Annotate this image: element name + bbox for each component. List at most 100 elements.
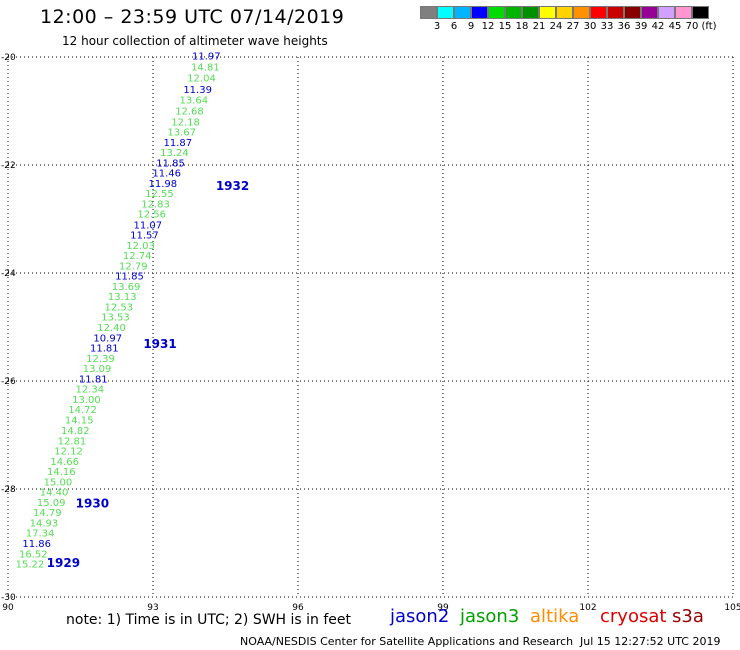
wave-height-value: 12.83 [141, 199, 170, 210]
wave-height-color-scale: 3 6 9 12 15 18 21 24 27 30 33 36 39 42 45 70 (ft) [420, 6, 717, 33]
wave-height-value: 11.85 [115, 272, 144, 283]
footer-credit: NOAA/NESDIS Center for Satellite Applica… [240, 635, 574, 648]
scale-label: 36 [617, 21, 631, 32]
lon-tick-label: 93 [147, 603, 158, 613]
wave-height-value: 14.81 [191, 63, 220, 74]
lon-tick-label: 90 [2, 603, 14, 613]
footer-note: note: 1) Time is in UTC; 2) SWH is in fe… [66, 612, 352, 628]
scale-swatch [522, 6, 539, 19]
scale-label: 42 [651, 21, 665, 32]
scale-label: 15 [498, 21, 512, 32]
scale-swatch [488, 6, 505, 19]
wave-height-value: 13.13 [108, 292, 137, 303]
scale-swatch [437, 6, 454, 19]
wave-height-value: 13.24 [160, 148, 189, 159]
wave-height-value: 12.56 [137, 210, 166, 221]
lon-tick-label: 96 [292, 603, 304, 613]
scale-swatch [590, 6, 607, 19]
wave-height-value: 11.07 [134, 220, 163, 231]
wave-height-value: 11.81 [90, 344, 119, 355]
pass-number-label: 1932 [216, 179, 249, 193]
scale-label: 12 [481, 21, 495, 32]
wave-height-value: 12.40 [97, 323, 126, 334]
wave-height-value: 12.18 [171, 117, 200, 128]
lon-tick-label: 99 [437, 603, 449, 613]
lat-tick-label: -20 [1, 53, 16, 63]
wave-height-value: 11.87 [164, 138, 193, 149]
wave-height-value: 14.40 [40, 488, 69, 499]
wave-height-value: 12.55 [145, 189, 174, 200]
wave-height-value: 12.74 [123, 251, 152, 262]
wave-height-value: 13.53 [101, 313, 130, 324]
wave-height-value: 11.97 [192, 51, 221, 62]
lon-tick-label: 105 [724, 603, 740, 613]
wave-height-value: 17.34 [26, 529, 55, 540]
map-subtitle: 12 hour collection of altimeter wave hei… [62, 34, 328, 48]
pass-number-label: 1930 [76, 497, 109, 511]
satellite-legend-s3a: s3a [672, 606, 704, 627]
wave-height-value: 16.52 [19, 549, 48, 560]
wave-height-value: 11.85 [156, 158, 185, 169]
scale-label: 30 [583, 21, 597, 32]
wave-height-value: 11.39 [183, 85, 212, 96]
scale-label: 9 [467, 21, 475, 32]
scale-swatch [675, 6, 692, 19]
lat-tick-label: -28 [1, 485, 16, 495]
wave-height-value: 14.66 [50, 457, 79, 468]
wave-height-value: 15.22 [16, 560, 45, 571]
wave-height-value: 12.81 [58, 436, 87, 447]
wave-height-value: 15.00 [44, 477, 73, 488]
lat-tick-label: -22 [1, 161, 16, 171]
scale-swatch [454, 6, 471, 19]
wave-height-value: 12.39 [86, 354, 115, 365]
color-scale-swatches [420, 6, 709, 19]
scale-label: 6 [450, 21, 458, 32]
lon-tick-label: 102 [579, 603, 596, 613]
scale-swatch [624, 6, 641, 19]
pass-number-label: 1931 [143, 337, 176, 351]
scale-swatch [420, 6, 437, 19]
wave-height-value: 13.64 [179, 96, 208, 107]
wave-height-value: 11.46 [152, 169, 181, 180]
satellite-legend-cryosat: cryosat [600, 606, 667, 627]
wave-height-value: 13.09 [83, 364, 112, 375]
wave-height-value: 12.53 [105, 302, 134, 313]
wave-height-value: 12.03 [126, 241, 155, 252]
scale-swatch [641, 6, 658, 19]
wave-height-value: 15.09 [37, 498, 66, 509]
satellite-legend-altika: altika [530, 606, 580, 627]
scale-swatch [658, 6, 675, 19]
scale-label: 33 [600, 21, 614, 32]
wave-height-value: 11.81 [79, 374, 108, 385]
wave-height-value: 12.34 [76, 385, 105, 396]
scale-swatch [692, 6, 709, 19]
satellite-legend-jason2: jason2 [390, 606, 450, 627]
wave-height-value: 11.86 [22, 539, 51, 550]
wave-height-value: 13.00 [72, 395, 101, 406]
scale-swatch [607, 6, 624, 19]
scale-swatch [539, 6, 556, 19]
wave-height-value: 14.72 [68, 405, 97, 416]
scale-label: 39 [634, 21, 648, 32]
scale-label: 70 [685, 21, 699, 32]
lat-tick-label: -26 [1, 377, 16, 387]
wave-height-value: 12.68 [175, 106, 204, 117]
scale-label: (ft) [701, 21, 717, 32]
scale-swatch [505, 6, 522, 19]
wave-height-value: 10.97 [93, 333, 122, 344]
lat-tick-label: -24 [1, 269, 16, 279]
scale-swatch [556, 6, 573, 19]
color-scale-labels: 3 6 9 12 15 18 21 24 27 30 33 36 39 42 45 70 (ft) [420, 19, 717, 33]
wave-height-value: 14.15 [65, 415, 94, 426]
wave-height-value: 13.69 [112, 282, 141, 293]
scale-label: 24 [549, 21, 563, 32]
pass-number-label: 1929 [47, 556, 80, 570]
scale-label: 18 [515, 21, 529, 32]
satellite-legend-jason3: jason3 [460, 606, 520, 627]
scale-label: 21 [532, 21, 546, 32]
wave-height-value: 14.16 [47, 467, 76, 478]
wave-height-value: 14.79 [33, 508, 62, 519]
wave-height-value: 14.93 [30, 518, 59, 529]
footer-timestamp: Jul 15 12:27:52 UTC 2019 [580, 635, 721, 648]
